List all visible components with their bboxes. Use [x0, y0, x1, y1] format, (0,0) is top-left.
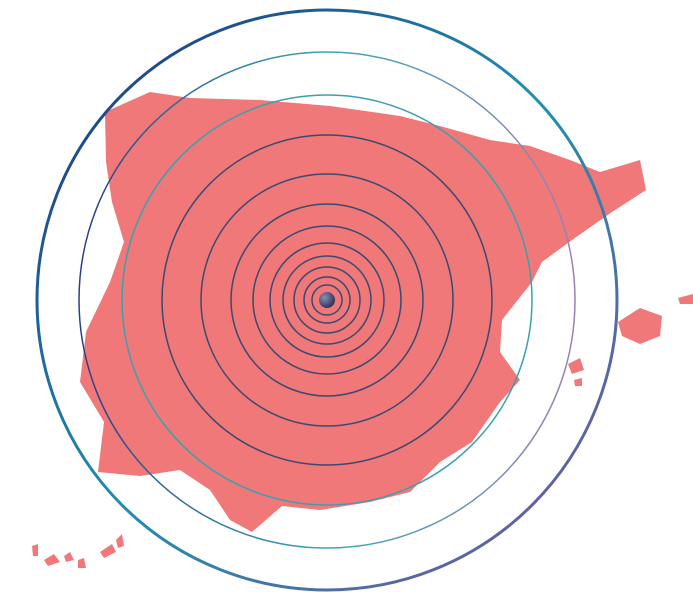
ring: [252, 225, 402, 375]
ring: [200, 173, 454, 427]
ring: [311, 284, 343, 316]
ring: [282, 255, 372, 345]
inner-rings: [161, 134, 493, 466]
menorca: [678, 294, 693, 304]
iberian-peninsula: [80, 92, 646, 532]
canary-islands: [32, 534, 124, 568]
ring: [303, 276, 351, 324]
mallorca: [618, 308, 662, 344]
ring: [230, 203, 424, 397]
ring: [78, 51, 576, 549]
outer-ring: [35, 8, 619, 592]
ring: [161, 134, 493, 466]
ring: [269, 242, 385, 358]
ibiza: [568, 358, 584, 374]
formentera: [574, 378, 582, 386]
land: [32, 92, 693, 568]
ring: [121, 94, 533, 506]
ring: [293, 266, 361, 334]
rings: [35, 8, 619, 592]
center-dot: [319, 292, 335, 308]
